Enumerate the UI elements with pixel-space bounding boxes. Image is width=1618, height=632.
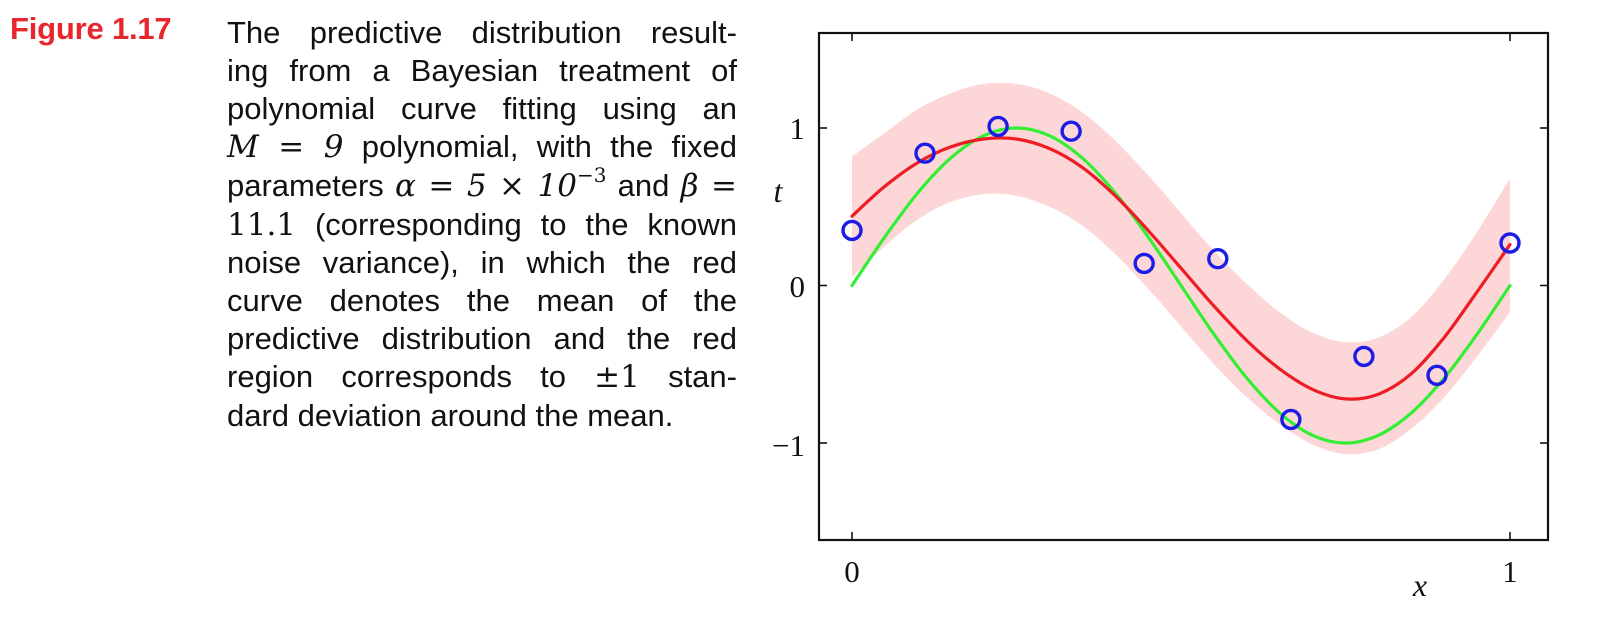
caption-text: region corresponds to	[227, 359, 566, 395]
caption-line: parameters α = 5 × 10−3 and β =	[227, 165, 737, 206]
data-point	[1280, 408, 1302, 431]
axis-ticks	[819, 33, 1548, 540]
caption-line: curve denotes the mean of the	[227, 283, 737, 319]
plot-frame	[817, 31, 1550, 542]
y-tick-label-minus-1: −1	[772, 428, 805, 463]
data-point	[1353, 345, 1375, 368]
data-point	[1060, 120, 1082, 142]
caption-line: 11.1 (corresponding to the known	[227, 206, 737, 245]
data-point	[1133, 252, 1155, 275]
caption-math-pm: ±1	[594, 359, 640, 396]
figure-label: Figure 1.17	[10, 11, 172, 46]
figure-caption: The predictive distribution result- ing …	[227, 14, 737, 435]
caption-line: The predictive distribution result-	[227, 15, 737, 50]
caption-text: (corresponding to the known	[314, 206, 737, 242]
caption-line: ing from a Bayesian treatment of	[227, 52, 737, 88]
caption-text: polynomial, with the fixed	[361, 128, 737, 164]
data-point	[1499, 232, 1521, 254]
caption-line: region corresponds to ±1 stan-	[227, 358, 737, 397]
caption-line: predictive distribution and the red	[227, 321, 737, 357]
caption-line: dard deviation around the mean.	[227, 398, 674, 434]
caption-math-m: M = 9	[227, 128, 344, 165]
true-sine-curve	[850, 126, 1512, 445]
caption-math-beta-value: 11.1	[227, 206, 297, 243]
data-points	[841, 115, 1521, 431]
x-tick-label-1: 1	[1502, 554, 1518, 589]
y-tick-label-1: 1	[790, 111, 806, 146]
x-axis-label: x	[1412, 567, 1427, 603]
caption-line: noise variance), in which the red	[227, 245, 737, 281]
caption-text: stan-	[668, 359, 737, 395]
y-axis-label: t	[774, 173, 784, 209]
caption-text: and	[617, 167, 670, 203]
caption-text: parameters	[227, 167, 384, 203]
data-point	[987, 115, 1009, 138]
data-point	[1426, 364, 1448, 386]
data-point	[841, 219, 863, 242]
caption-math-alpha: α = 5 × 10−3	[395, 165, 606, 204]
data-point	[1207, 248, 1229, 270]
caption-line: M = 9 polynomial, with the fixed	[227, 128, 737, 167]
data-point	[914, 142, 936, 164]
caption-exponent: −3	[576, 162, 607, 187]
caption-line: polynomial curve fitting using an	[227, 90, 737, 126]
caption-math-beta: β =	[680, 167, 737, 204]
y-tick-label-0: 0	[790, 269, 806, 304]
caption-alpha-expr: α = 5 × 10	[395, 167, 577, 204]
x-tick-label-0: 0	[844, 554, 860, 589]
predictive-mean-curve	[850, 136, 1512, 401]
